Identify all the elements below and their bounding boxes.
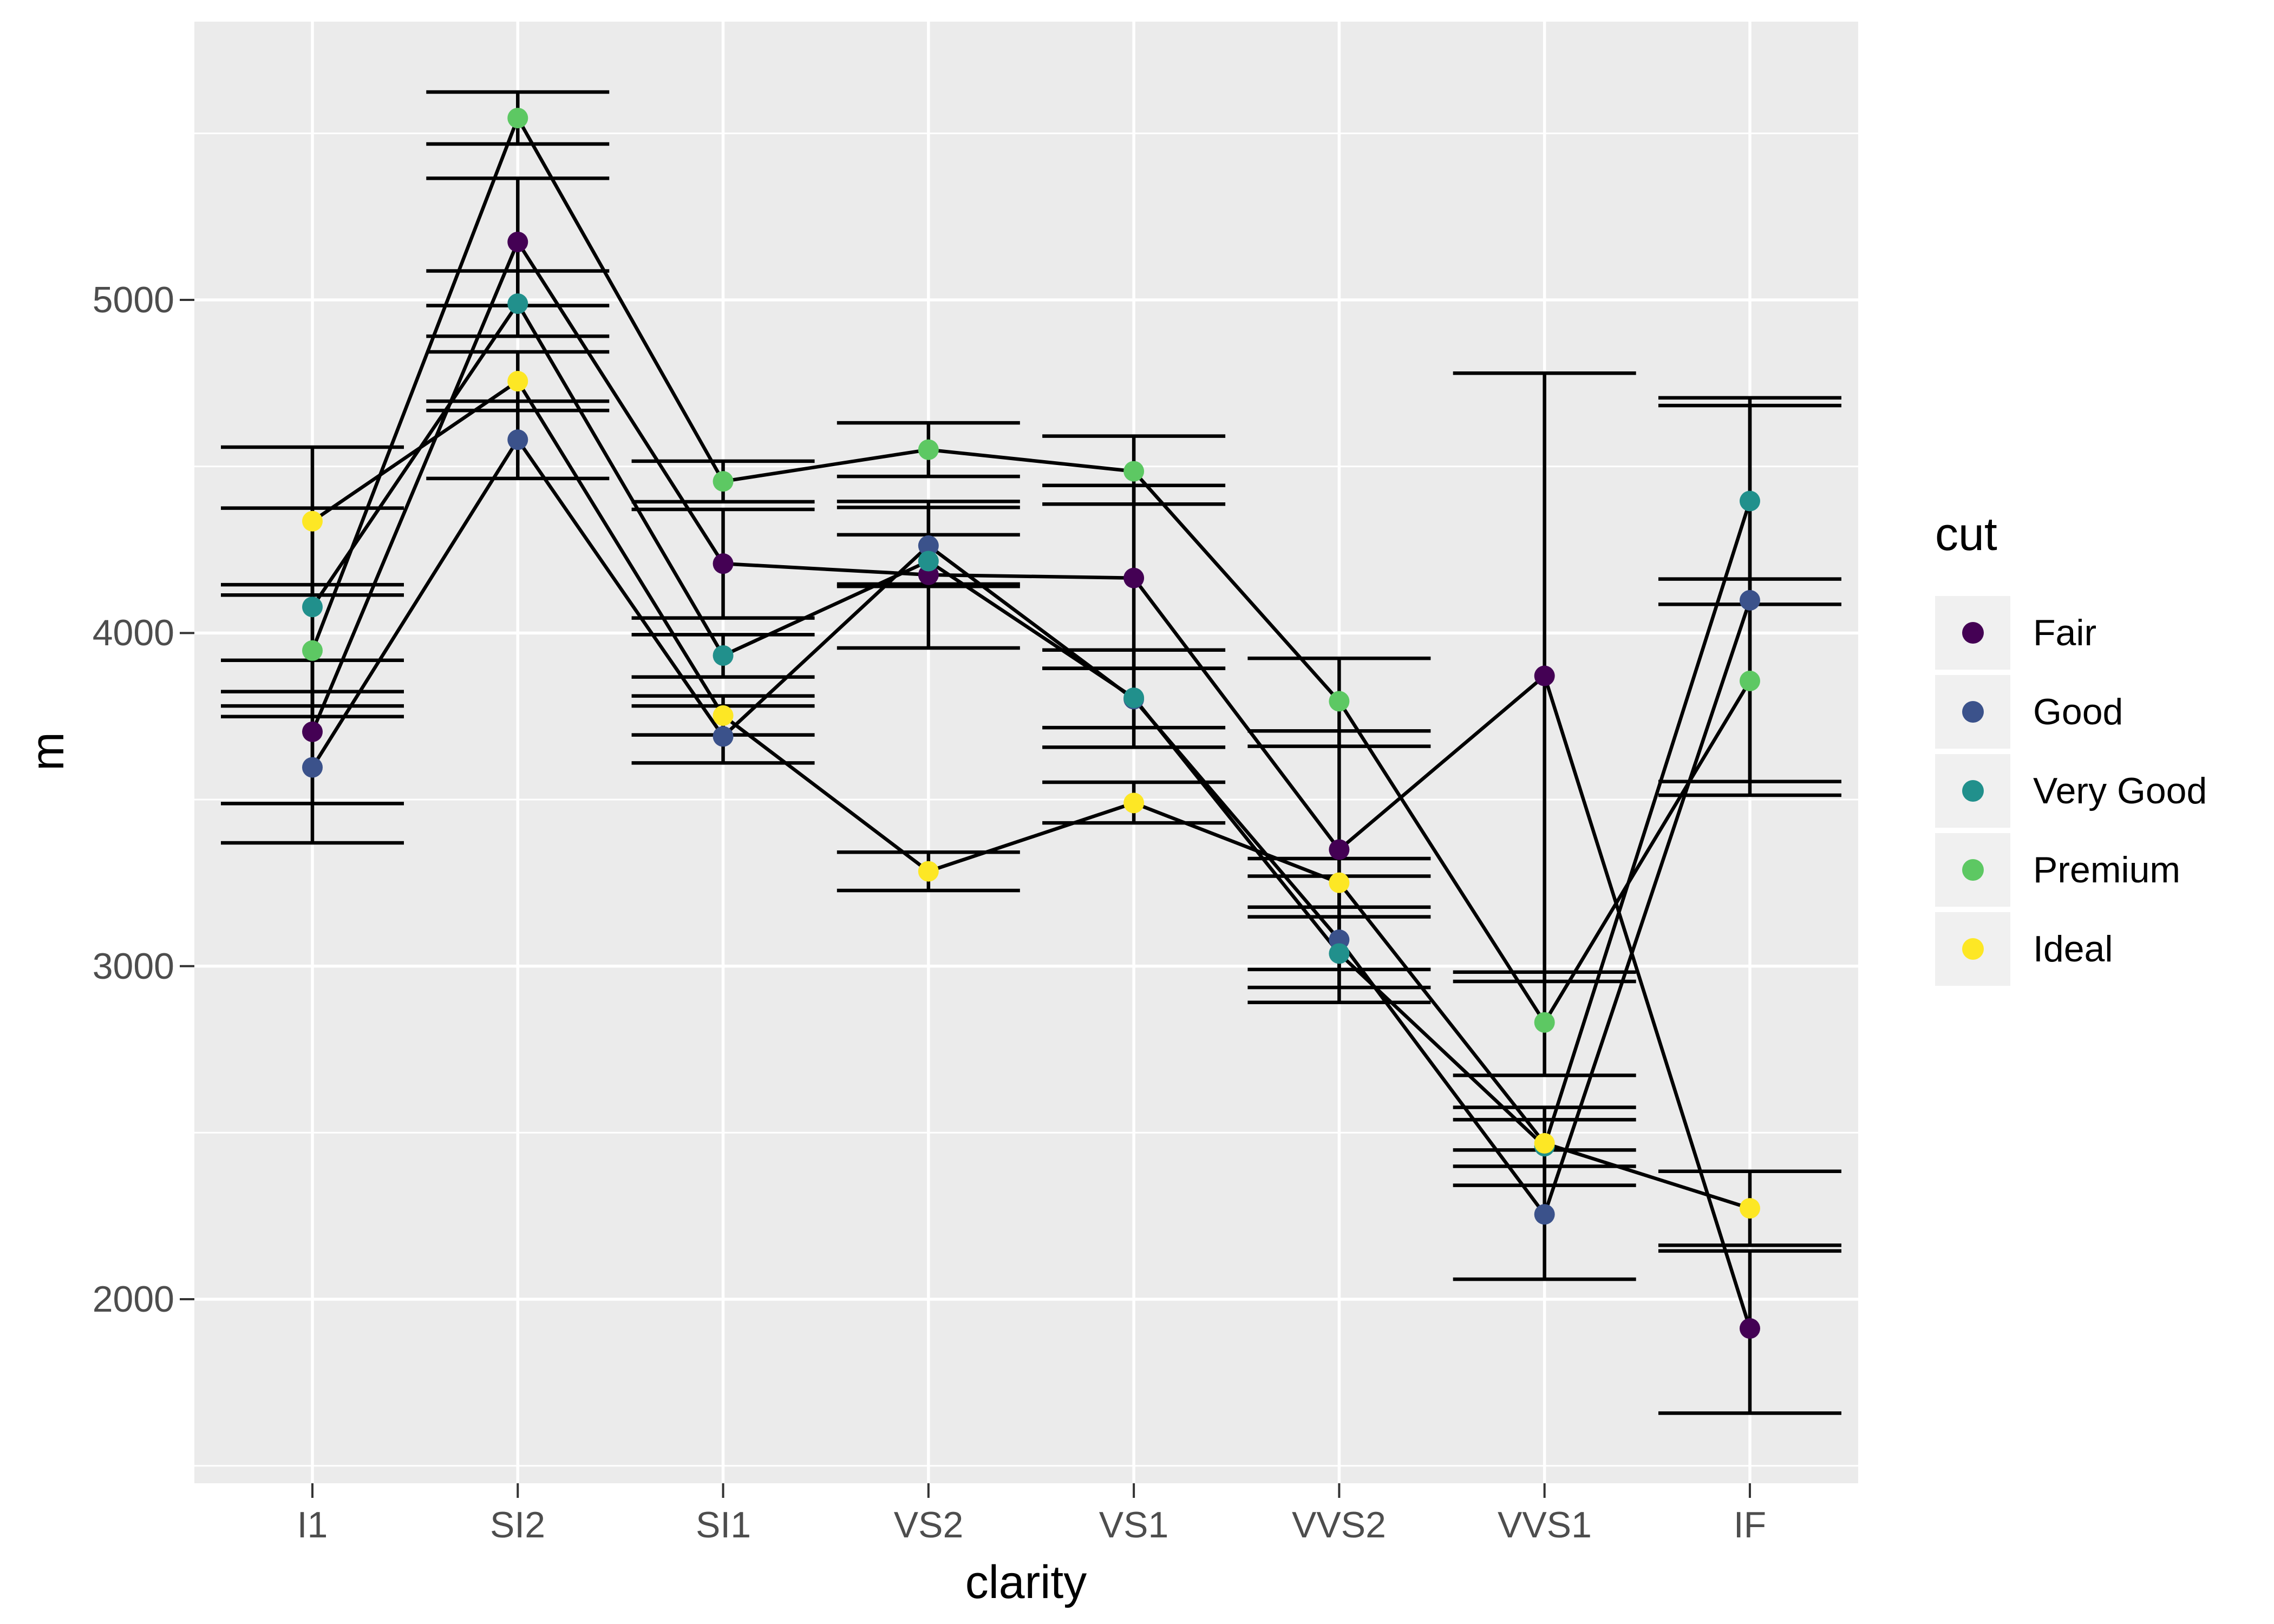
data-point <box>1739 1198 1760 1219</box>
data-point <box>1123 793 1145 814</box>
data-point <box>1123 461 1145 482</box>
panel-background <box>194 22 1858 1483</box>
data-point <box>1739 670 1760 691</box>
data-point <box>918 439 939 460</box>
data-point <box>1329 872 1350 893</box>
ideal-swatch-icon <box>1962 938 1984 960</box>
legend-label-very-good: Very Good <box>2033 770 2207 811</box>
data-point <box>1123 567 1145 588</box>
x-tick-label-i1: I1 <box>297 1504 328 1546</box>
legend-item-fair: Fair <box>1927 596 2263 670</box>
y-tick-label-5000: 5000 <box>92 279 174 320</box>
data-point <box>507 231 528 252</box>
data-point <box>713 705 734 726</box>
data-point <box>918 551 939 572</box>
series-line-fair <box>311 238 1752 1329</box>
data-point <box>302 757 323 778</box>
data-point <box>1534 1012 1555 1033</box>
data-point <box>1534 1204 1555 1225</box>
data-point <box>713 553 734 574</box>
legend-label-good: Good <box>2033 691 2123 732</box>
series-line-ideal <box>311 378 1750 1210</box>
x-tick-label-vvs2: VVS2 <box>1292 1504 1386 1546</box>
data-point <box>1329 943 1350 964</box>
data-point <box>507 371 528 392</box>
data-point <box>302 510 323 532</box>
data-point <box>1739 1318 1760 1339</box>
legend-label-premium: Premium <box>2033 849 2181 890</box>
premium-swatch-icon <box>1962 859 1984 881</box>
legend-key <box>1935 833 2010 907</box>
data-point <box>507 429 528 450</box>
legend-item-good: Good <box>1927 675 2263 749</box>
legend-item-premium: Premium <box>1927 833 2263 907</box>
data-point <box>1329 839 1350 860</box>
data-point <box>1534 1133 1555 1154</box>
legend-key <box>1935 675 2010 749</box>
data-point <box>302 721 323 742</box>
data-point <box>302 597 323 618</box>
data-point <box>713 471 734 492</box>
data-point <box>713 645 734 666</box>
data-point <box>1534 665 1555 686</box>
legend-key <box>1935 912 2010 986</box>
data-point <box>1329 691 1350 712</box>
data-point <box>713 726 734 747</box>
legend: cut Fair Good Very Good Premium <box>1927 503 2263 991</box>
legend-key <box>1935 754 2010 828</box>
data-point <box>507 108 528 129</box>
data-point <box>1739 590 1760 611</box>
data-point <box>302 640 323 661</box>
data-point <box>918 535 939 556</box>
good-swatch-icon <box>1962 701 1984 723</box>
legend-label-ideal: Ideal <box>2033 928 2113 970</box>
data-point <box>1123 687 1145 709</box>
x-axis-title: clarity <box>965 1556 1087 1608</box>
legend-label-fair: Fair <box>2033 612 2097 653</box>
legend-key <box>1935 596 2010 670</box>
legend-item-very-good: Very Good <box>1927 754 2263 828</box>
y-tick-label-4000: 4000 <box>92 612 174 653</box>
series-line-good <box>311 436 1752 1219</box>
x-tick-label-vvs1: VVS1 <box>1498 1504 1592 1546</box>
legend-item-ideal: Ideal <box>1927 912 2263 986</box>
y-axis-title: m <box>22 732 74 771</box>
x-tick-label-vs2: VS2 <box>893 1504 964 1546</box>
y-tick-label-3000: 3000 <box>92 946 174 987</box>
data-point <box>1739 490 1760 512</box>
legend-title: cut <box>1935 508 1997 560</box>
x-tick-label-si1: SI1 <box>695 1504 752 1546</box>
x-tick-label-si2: SI2 <box>489 1504 546 1546</box>
data-point <box>507 293 528 314</box>
series-line-premium <box>310 114 1752 1026</box>
fair-swatch-icon <box>1962 622 1984 644</box>
series-line-very-good <box>311 300 1752 1150</box>
y-tick-label-2000: 2000 <box>92 1279 174 1320</box>
x-tick-label-if: IF <box>1733 1504 1767 1546</box>
very-good-swatch-icon <box>1962 780 1984 802</box>
x-tick-label-vs1: VS1 <box>1099 1504 1169 1546</box>
data-point <box>918 861 939 882</box>
